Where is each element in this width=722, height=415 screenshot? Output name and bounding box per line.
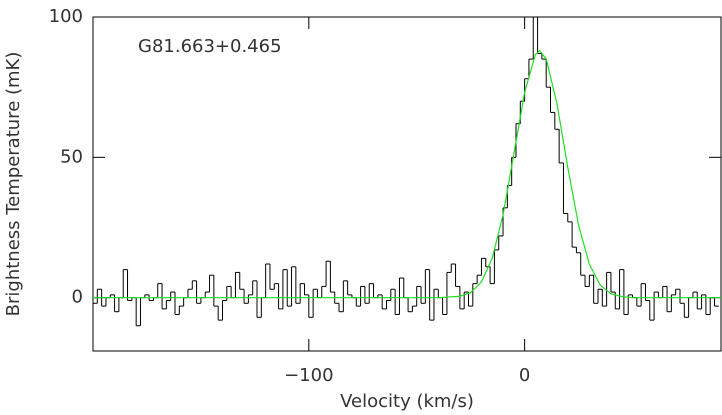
x-axis-label: Velocity (km/s): [340, 391, 474, 412]
y-tick-label: 100: [49, 6, 83, 27]
fit-line: [93, 49, 721, 299]
y-tick-label: 0: [72, 287, 83, 308]
y-tick-label: 50: [60, 146, 83, 167]
x-tick-label: 0: [519, 365, 530, 386]
plot-frame: [92, 16, 722, 352]
annotation: G81.663+0.465: [138, 36, 282, 57]
x-tick-label: −100: [284, 365, 333, 386]
y-axis-label: Brightness Temperature (mK): [3, 52, 24, 317]
